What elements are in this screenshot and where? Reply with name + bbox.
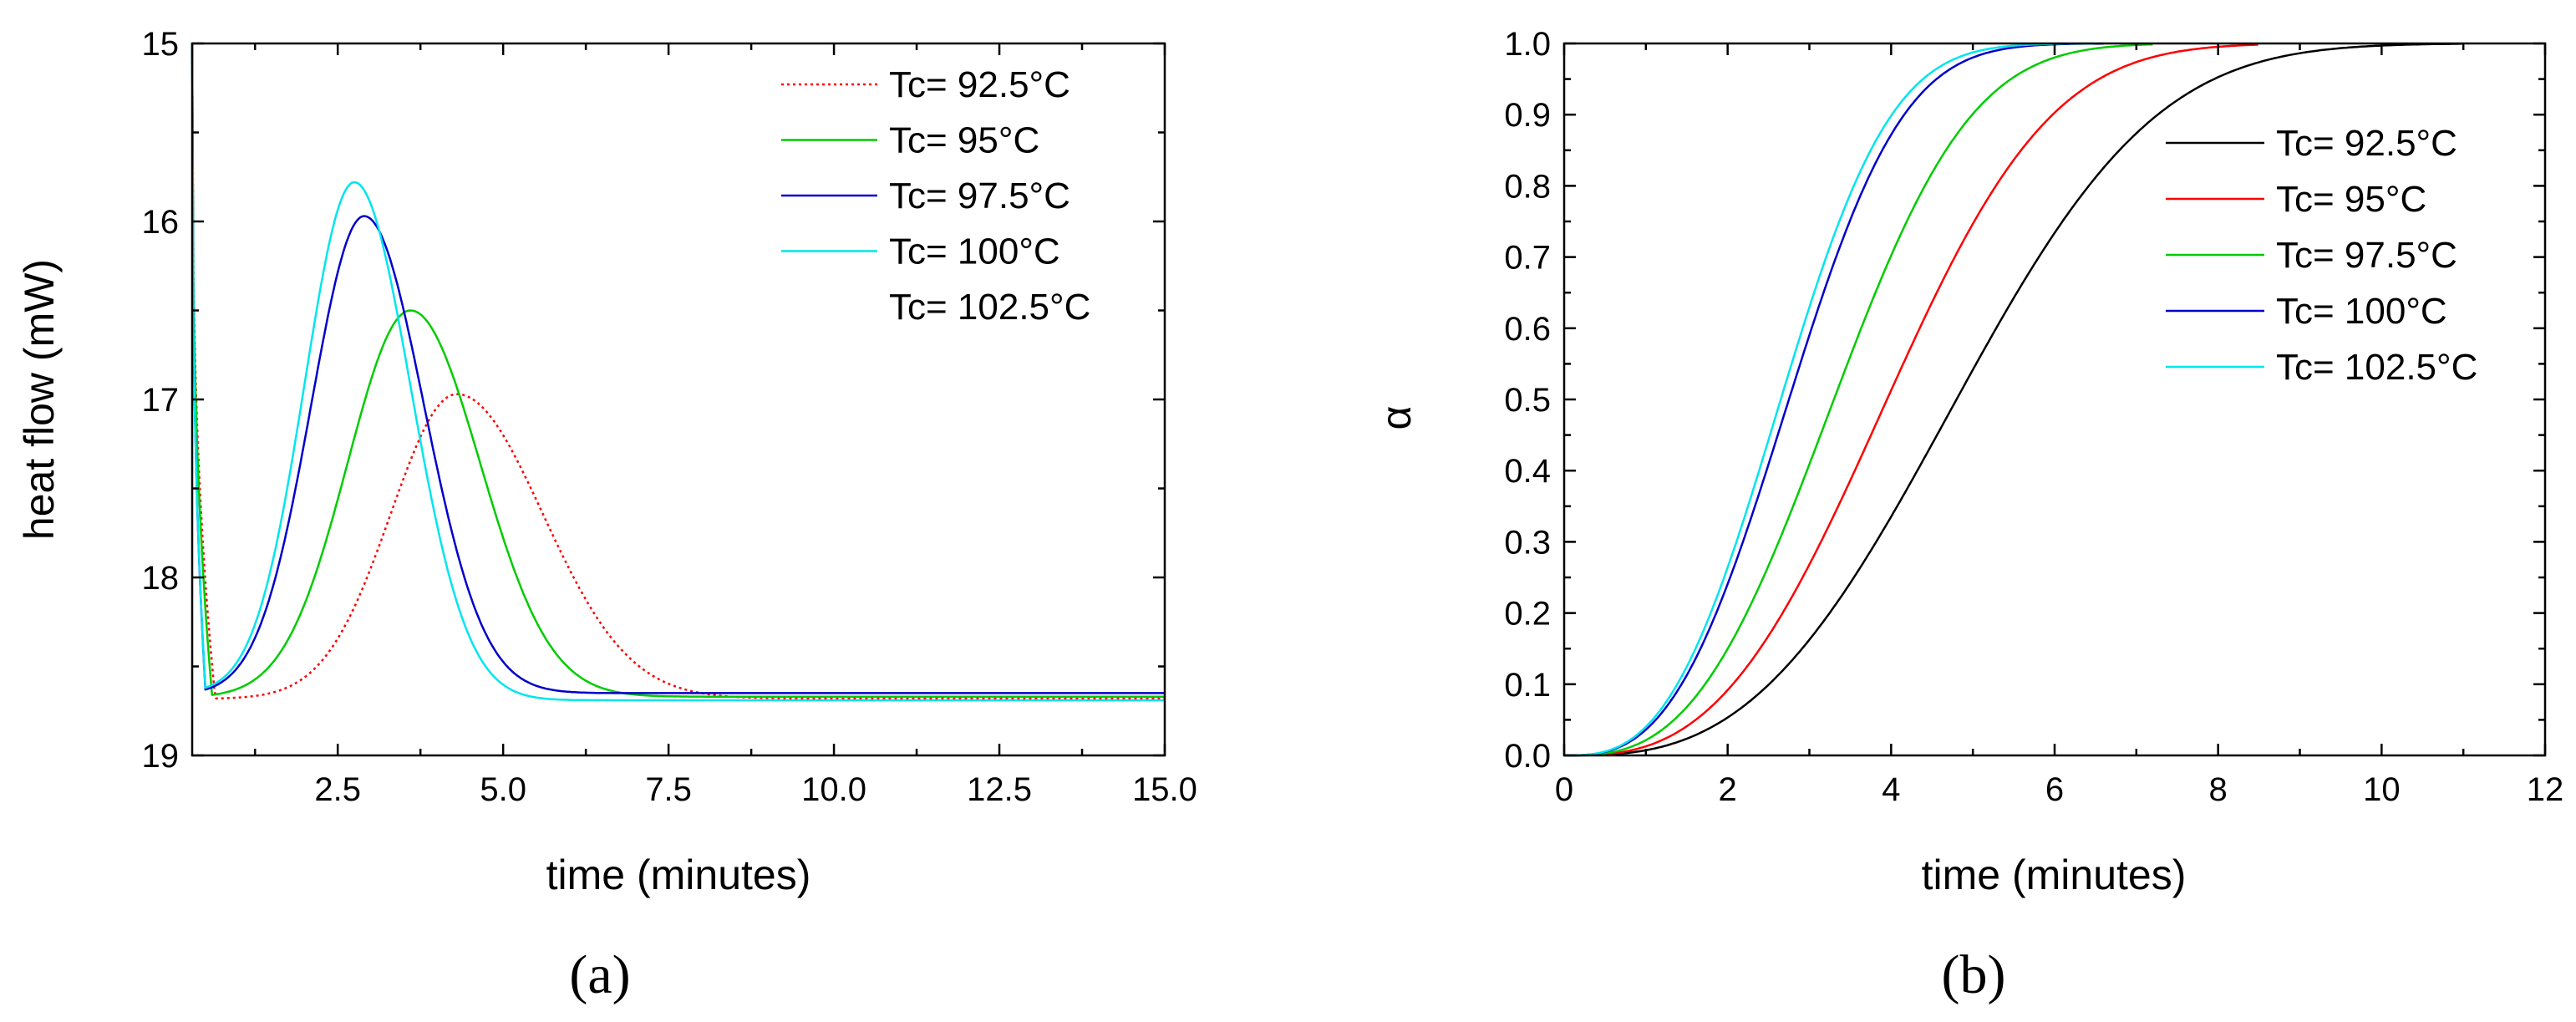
series-line-b-3: [1564, 42, 2104, 757]
y-tick-label: 0.9: [1504, 97, 1551, 134]
y-tick-label: 0.3: [1504, 524, 1551, 561]
chart-a-y-axis-title: heat flow (mW): [16, 259, 63, 540]
series-line-a-1: [191, 43, 1165, 698]
legend-entry: Tc= 92.5°C: [889, 64, 1070, 105]
y-tick-label: 0.4: [1504, 453, 1551, 490]
chart-a-panel-label: (a): [569, 944, 630, 1005]
x-tick-label: 15.0: [1132, 771, 1197, 808]
x-tick-label: 7.5: [645, 771, 692, 808]
y-tick-label: 15: [142, 26, 180, 63]
y-tick-label: 1.0: [1504, 26, 1551, 63]
x-tick-label: 2: [1719, 771, 1737, 808]
y-tick-label: 0.8: [1504, 168, 1551, 205]
y-tick-label: 0.7: [1504, 240, 1551, 277]
chart-b-x-axis-title: time (minutes): [1922, 852, 2187, 898]
chart-b: 0 2 4 6 8 10 12 0.0 0.1 0.2 0.3 0.4 0.5 0.6 0.7 0.8 0.9 1…: [1373, 26, 2563, 1005]
x-tick-label: 10: [2363, 771, 2401, 808]
legend-entry: Tc= 100°C: [889, 231, 1060, 272]
y-tick-label: 16: [142, 204, 180, 241]
chart-b-series-group: [1564, 42, 2462, 757]
x-tick-label: 12: [2527, 771, 2564, 808]
chart-a-ticks: 2.5 5.0 7.5 10.0 12.5 15.0 15 16 17 18 19: [142, 26, 1197, 808]
chart-b-ticks: 0 2 4 6 8 10 12 0.0 0.1 0.2 0.3 0.4 0.5 0.6 0.7 0.8 0.9 1…: [1504, 26, 2563, 808]
legend-entry: Tc= 92.5°C: [2276, 123, 2457, 164]
x-tick-label: 12.5: [967, 771, 1032, 808]
chart-b-legend: Tc= 92.5°C Tc= 95°C Tc= 97.5°C Tc= 100°C Tc=…: [2166, 123, 2477, 388]
legend-entry: Tc= 102.5°C: [2276, 347, 2477, 388]
legend-entry: Tc= 100°C: [2276, 291, 2447, 332]
chart-a-series-group: [191, 43, 1165, 702]
chart-b-y-axis-title: α: [1373, 406, 1420, 430]
series-line-b-0: [1564, 43, 2462, 757]
series-line-b-4: [1564, 42, 2094, 757]
y-tick-label: 0.5: [1504, 382, 1551, 419]
x-tick-label: 2.5: [314, 771, 361, 808]
series-line-b-2: [1564, 43, 2153, 757]
y-tick-label: 0.6: [1504, 311, 1551, 348]
y-tick-label: 17: [142, 382, 180, 419]
x-tick-label: 6: [2045, 771, 2064, 808]
chart-a-legend: Tc= 92.5°C Tc= 95°C Tc= 97.5°C Tc= 100°C Tc=…: [781, 64, 1090, 328]
chart-a: 2.5 5.0 7.5 10.0 12.5 15.0 15 16 17 18 19 heat flo…: [16, 26, 1197, 1005]
series-line-a-3: [191, 43, 1165, 702]
y-tick-label: 19: [142, 738, 180, 775]
y-tick-label: 0.2: [1504, 596, 1551, 633]
legend-entry: Tc= 102.5°C: [889, 287, 1090, 328]
x-tick-label: 10.0: [801, 771, 866, 808]
chart-b-panel-label: (b): [1942, 944, 2006, 1005]
x-tick-label: 0: [1555, 771, 1573, 808]
chart-a-x-axis-title: time (minutes): [546, 852, 811, 898]
legend-entry: Tc= 95°C: [2276, 179, 2426, 220]
legend-entry: Tc= 97.5°C: [889, 175, 1070, 216]
series-line-a-2: [191, 43, 1165, 694]
y-tick-label: 18: [142, 560, 180, 597]
series-line-b-1: [1564, 43, 2258, 757]
legend-entry: Tc= 97.5°C: [2276, 235, 2457, 276]
x-tick-label: 5.0: [480, 771, 526, 808]
y-tick-label: 0.1: [1504, 667, 1551, 704]
x-tick-label: 4: [1882, 771, 1900, 808]
x-tick-label: 8: [2209, 771, 2228, 808]
y-tick-label: 0.0: [1504, 738, 1551, 775]
legend-entry: Tc= 95°C: [889, 120, 1039, 161]
